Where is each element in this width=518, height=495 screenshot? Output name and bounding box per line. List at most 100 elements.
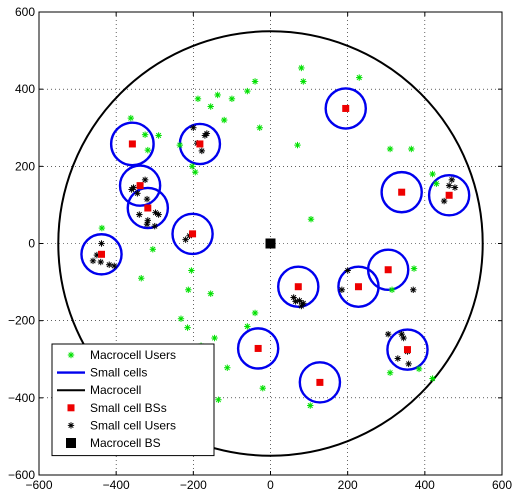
small-cell-boundary xyxy=(236,327,280,370)
small-cell-bs-point xyxy=(316,378,324,386)
small-cell-user-point xyxy=(296,297,303,304)
small-cell-bs-point xyxy=(354,283,362,291)
small-cell-boundary xyxy=(298,361,342,404)
small-cell-user-point xyxy=(98,240,105,247)
macrocell-user-point xyxy=(141,131,149,138)
small-cell-boundary xyxy=(337,265,380,308)
small-cell-boundary xyxy=(171,212,214,256)
macrocell-user-point xyxy=(307,402,314,409)
macrocell-user-point xyxy=(127,114,135,122)
macrocell-user-point xyxy=(177,315,185,322)
small-cell-user-point xyxy=(136,211,143,218)
small-cell-user-point xyxy=(394,355,402,362)
macrocell-user-point xyxy=(224,364,231,371)
macrocell-user-point xyxy=(251,309,259,317)
y-tick-label: −600 xyxy=(8,468,35,482)
small-cell-boundary xyxy=(380,170,423,214)
small-cell-user-point xyxy=(141,176,149,184)
legend-item: Small cells xyxy=(57,366,147,380)
legend-label: Macrocell BS xyxy=(90,436,161,450)
macrocell-user-point xyxy=(184,324,191,331)
macrocell-user-point xyxy=(244,323,251,330)
small-cell-boundary xyxy=(324,87,368,130)
legend-item: Small cell BSs xyxy=(67,401,167,415)
macrocell-user-point xyxy=(228,95,236,103)
legend: Macrocell Users Small cells Macrocell Small… xyxy=(51,343,215,457)
small-cell-bs-point xyxy=(342,104,350,112)
y-tick-label: −200 xyxy=(8,314,35,328)
x-tick-label: −400 xyxy=(103,478,130,492)
small-cell-user-point xyxy=(144,217,152,224)
macrocell-user-point xyxy=(408,145,415,153)
y-tick-label: 600 xyxy=(15,5,35,19)
macrocell-boundary xyxy=(57,30,484,457)
macrocell-user-point xyxy=(185,286,192,293)
small-cell-user-point xyxy=(143,221,151,228)
legend-item: Macrocell xyxy=(57,383,141,397)
macrocell-bs-point xyxy=(265,238,276,249)
x-tick-label: 200 xyxy=(338,478,358,492)
small-cell-bs-point xyxy=(136,182,144,190)
macrocell-user-point xyxy=(386,145,394,153)
macrocell-user-point xyxy=(207,290,214,297)
macrocell-user-point xyxy=(144,146,152,154)
macrocell-user-point xyxy=(176,141,184,149)
macrocell-user-point xyxy=(215,396,222,403)
small-cell-user-point xyxy=(190,124,197,131)
macrocell-user-point xyxy=(149,246,157,253)
small-cell-user-point xyxy=(134,190,141,197)
small-cell-user-point xyxy=(300,300,307,307)
macrocell-user-point xyxy=(211,334,218,342)
small-cell-bs-point xyxy=(254,344,262,352)
macrocell-user-point xyxy=(194,95,202,103)
small-cell-user-point xyxy=(106,261,113,268)
small-cell-boundary xyxy=(126,186,170,230)
small-cell-user-point xyxy=(203,130,211,137)
small-cell-user-point xyxy=(198,147,206,155)
small-cell-user-point xyxy=(440,197,448,205)
small-cell-user-point xyxy=(384,330,392,338)
legend-marker-macrocell-bs xyxy=(66,438,76,448)
small-cell-user-point xyxy=(338,286,346,293)
small-cell-user-point xyxy=(410,286,417,293)
small-cells-layer xyxy=(80,87,471,404)
macrocell-user-point xyxy=(155,132,162,139)
x-tick-label: 0 xyxy=(267,478,274,492)
macrocell-user-point xyxy=(300,78,307,85)
legend-item: Macrocell BS xyxy=(66,436,161,450)
small-cell-user-point xyxy=(445,182,453,189)
macrocell-user-point xyxy=(356,74,363,81)
macrocell-user-point xyxy=(244,87,251,95)
macrocell-user-point xyxy=(98,224,106,232)
small-cell-user-point xyxy=(152,209,159,216)
small-cell-bs-point xyxy=(98,250,106,258)
small-cell-user-point xyxy=(405,360,412,368)
legend-marker-small-cell-users xyxy=(67,422,75,429)
small-cell-bs-point xyxy=(445,191,453,199)
macrocell-user-point xyxy=(433,180,440,187)
small-cell-user-point xyxy=(97,258,104,266)
small-cell-user-point xyxy=(451,184,459,191)
macrocell-user-point xyxy=(192,168,199,176)
macrocell-user-point xyxy=(415,365,423,373)
small-cell-bs-point xyxy=(384,266,392,274)
macrocell-user-point xyxy=(256,124,263,131)
macrocell-user-point xyxy=(429,375,436,382)
small-cell-boundary xyxy=(386,328,429,371)
macrocell-user-point xyxy=(386,369,394,376)
small-cell-bs-point xyxy=(196,140,204,148)
macrocell-user-point xyxy=(188,267,195,274)
macrocell-user-point xyxy=(298,64,305,72)
small-cell-user-point xyxy=(182,236,189,243)
small-cell-user-point xyxy=(128,186,135,193)
small-cell-user-point xyxy=(143,195,151,203)
small-cell-user-point xyxy=(111,262,118,270)
x-tick-label: 400 xyxy=(415,478,435,492)
macrocell-user-point xyxy=(294,141,301,149)
legend-label: Small cell Users xyxy=(90,418,176,432)
small-cell-bs-point xyxy=(189,230,197,238)
macrocell-user-point xyxy=(188,163,196,170)
macrocell-user-point xyxy=(429,170,436,178)
small-cell-bs-point xyxy=(398,188,406,196)
